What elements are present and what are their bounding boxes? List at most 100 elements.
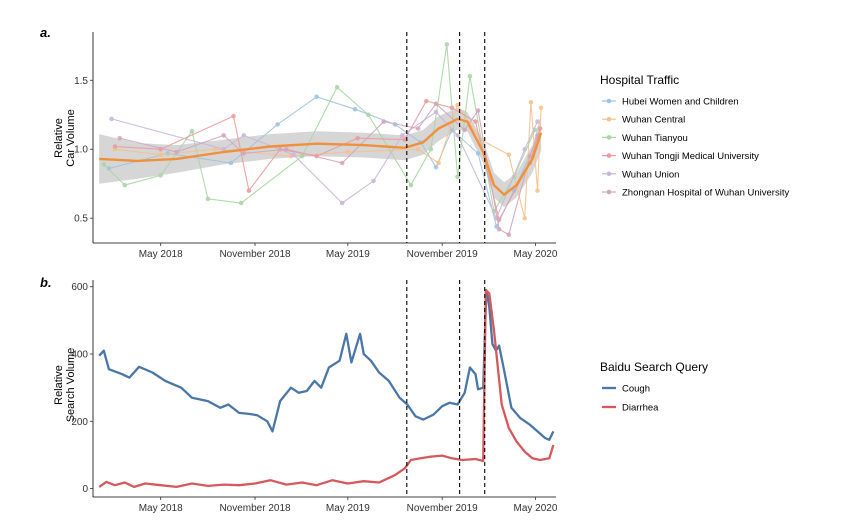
y-tick-label: 0 bbox=[82, 484, 88, 495]
data-point-wuhan-union bbox=[371, 178, 376, 184]
legend-label: Hubei Women and Children bbox=[622, 97, 739, 108]
data-point-wuhan-tongji-medical-university bbox=[473, 119, 478, 124]
data-point-zhongnan-hospital-of-wuhan-university bbox=[506, 232, 512, 237]
data-point-wuhan-central bbox=[528, 100, 534, 105]
plot-area bbox=[99, 42, 544, 237]
data-point-zhongnan-hospital-of-wuhan-university bbox=[174, 149, 179, 155]
x-tick-label: May 2018 bbox=[139, 249, 183, 260]
data-point-hubei-women-and-children bbox=[352, 106, 358, 112]
data-point-zhongnan-hospital-of-wuhan-university bbox=[496, 226, 502, 232]
data-point-wuhan-union bbox=[522, 146, 527, 152]
x-tick-label: November 2019 bbox=[407, 503, 479, 514]
y-tick-label: 1.0 bbox=[74, 145, 88, 156]
data-point-wuhan-tianyou bbox=[205, 196, 211, 202]
data-point-zhongnan-hospital-of-wuhan-university bbox=[381, 119, 387, 124]
legend-label: Zhongnan Hospital of Wuhan University bbox=[622, 188, 789, 199]
data-point-wuhan-central bbox=[506, 152, 512, 157]
data-point-wuhan-tianyou bbox=[299, 153, 305, 159]
x-tick-label: May 2019 bbox=[326, 503, 370, 514]
x-tick-label: May 2020 bbox=[514, 249, 558, 260]
data-point-wuhan-tianyou bbox=[158, 173, 163, 178]
x-tick-label: November 2018 bbox=[219, 249, 291, 260]
x-tick-label: November 2018 bbox=[219, 503, 291, 514]
data-point-wuhan-union bbox=[291, 152, 296, 157]
legend-item-wuhan-union: Wuhan Union bbox=[602, 169, 679, 180]
legend-item-hubei-women-and-children: Hubei Women and Children bbox=[602, 97, 739, 108]
data-point-wuhan-tongji-medical-university bbox=[355, 135, 360, 141]
data-point-zhongnan-hospital-of-wuhan-university bbox=[221, 133, 226, 138]
legend-item-zhongnan-hospital-of-wuhan-university: Zhongnan Hospital of Wuhan University bbox=[602, 188, 789, 199]
legend-label: Wuhan Tianyou bbox=[622, 133, 688, 144]
x-tick-label: May 2019 bbox=[326, 249, 370, 260]
data-point-wuhan-tongji-medical-university bbox=[246, 188, 252, 193]
data-point-wuhan-union bbox=[455, 133, 460, 138]
data-point-wuhan-central bbox=[455, 102, 460, 108]
data-point-wuhan-tianyou bbox=[238, 200, 244, 206]
data-point-zhongnan-hospital-of-wuhan-university bbox=[284, 146, 289, 152]
legend-key-point bbox=[606, 135, 612, 140]
data-point-hubei-women-and-children bbox=[275, 122, 280, 127]
legend: Baidu Search Query Cough Diarrhea bbox=[600, 360, 708, 414]
data-point-zhongnan-hospital-of-wuhan-university bbox=[433, 101, 439, 106]
legend-item-wuhan-tongji-medical-university: Wuhan Tongji Medical University bbox=[602, 151, 759, 162]
data-point-zhongnan-hospital-of-wuhan-university bbox=[241, 151, 246, 156]
y-axis-label-line: Search Volume bbox=[65, 348, 77, 423]
data-point-wuhan-union bbox=[535, 119, 540, 124]
legend-key-point bbox=[606, 189, 612, 195]
y-tick-label: 1.5 bbox=[74, 76, 88, 87]
data-point-wuhan-tianyou bbox=[428, 146, 434, 152]
y-tick-label: 400 bbox=[71, 350, 88, 361]
smooth-trend-line bbox=[99, 117, 543, 196]
y-axis-label: RelativeCar Volume bbox=[53, 109, 77, 166]
legend-key-point bbox=[606, 98, 612, 104]
data-point-wuhan-central bbox=[535, 188, 540, 193]
data-point-wuhan-union bbox=[109, 116, 114, 122]
y-axis-label: RelativeSearch Volume bbox=[53, 348, 77, 423]
plot-area bbox=[98, 288, 555, 489]
legend-key-point bbox=[606, 153, 612, 158]
legend-label: Wuhan Central bbox=[622, 115, 685, 126]
legend-item-wuhan-central: Wuhan Central bbox=[602, 115, 685, 126]
data-point-zhongnan-hospital-of-wuhan-university bbox=[339, 160, 345, 166]
data-point-wuhan-tianyou bbox=[467, 73, 473, 79]
data-point-wuhan-union bbox=[399, 133, 405, 138]
data-point-zhongnan-hospital-of-wuhan-university bbox=[475, 108, 481, 113]
legend-label: Wuhan Union bbox=[622, 169, 679, 180]
series-line-cough bbox=[98, 288, 555, 441]
legend-title: Baidu Search Query bbox=[600, 360, 708, 374]
series-line-wuhan-tongji-medical-university bbox=[114, 100, 541, 222]
data-point-wuhan-central bbox=[158, 152, 163, 157]
data-point-wuhan-tianyou bbox=[444, 42, 450, 47]
data-point-wuhan-central bbox=[345, 149, 351, 155]
data-point-wuhan-tianyou bbox=[189, 129, 195, 134]
data-point-wuhan-central bbox=[436, 160, 441, 166]
data-point-wuhan-union bbox=[433, 109, 439, 115]
data-point-hubei-women-and-children bbox=[475, 151, 481, 156]
data-point-zhongnan-hospital-of-wuhan-university bbox=[415, 126, 421, 131]
data-point-hubei-women-and-children bbox=[106, 166, 112, 171]
data-point-wuhan-union bbox=[241, 133, 246, 138]
data-point-wuhan-tongji-medical-university bbox=[231, 113, 236, 119]
legend-label: Diarrhea bbox=[622, 403, 659, 414]
legend: Hospital Traffic Hubei Women and Children… bbox=[600, 73, 789, 199]
y-tick-label: 0.5 bbox=[74, 214, 88, 225]
y-axis-label-line: Relative bbox=[53, 365, 65, 405]
data-point-wuhan-central bbox=[538, 105, 544, 111]
data-point-wuhan-tongji-medical-university bbox=[424, 98, 429, 104]
y-tick-label: 600 bbox=[71, 282, 88, 293]
data-point-hubei-women-and-children bbox=[228, 160, 234, 166]
panel-a-car-volume-chart: a. RelativeCar Volume 0.5 1.0 1.5 May 2018 Nov… bbox=[40, 25, 789, 260]
data-point-wuhan-tianyou bbox=[122, 182, 128, 188]
data-point-wuhan-tongji-medical-university bbox=[402, 137, 408, 142]
confidence-band bbox=[99, 107, 542, 208]
x-tick-label: May 2018 bbox=[139, 503, 183, 514]
data-point-hubei-women-and-children bbox=[433, 164, 439, 170]
data-point-wuhan-central bbox=[415, 146, 421, 152]
data-point-wuhan-union bbox=[339, 200, 345, 206]
legend-key-point bbox=[606, 116, 612, 122]
legend-label: Cough bbox=[622, 384, 650, 395]
data-point-wuhan-tianyou bbox=[408, 182, 414, 188]
panel-b-search-volume-chart: b. RelativeSearch Volume 0 200 400 600 May 201… bbox=[40, 275, 708, 514]
data-point-wuhan-tianyou bbox=[101, 162, 107, 167]
